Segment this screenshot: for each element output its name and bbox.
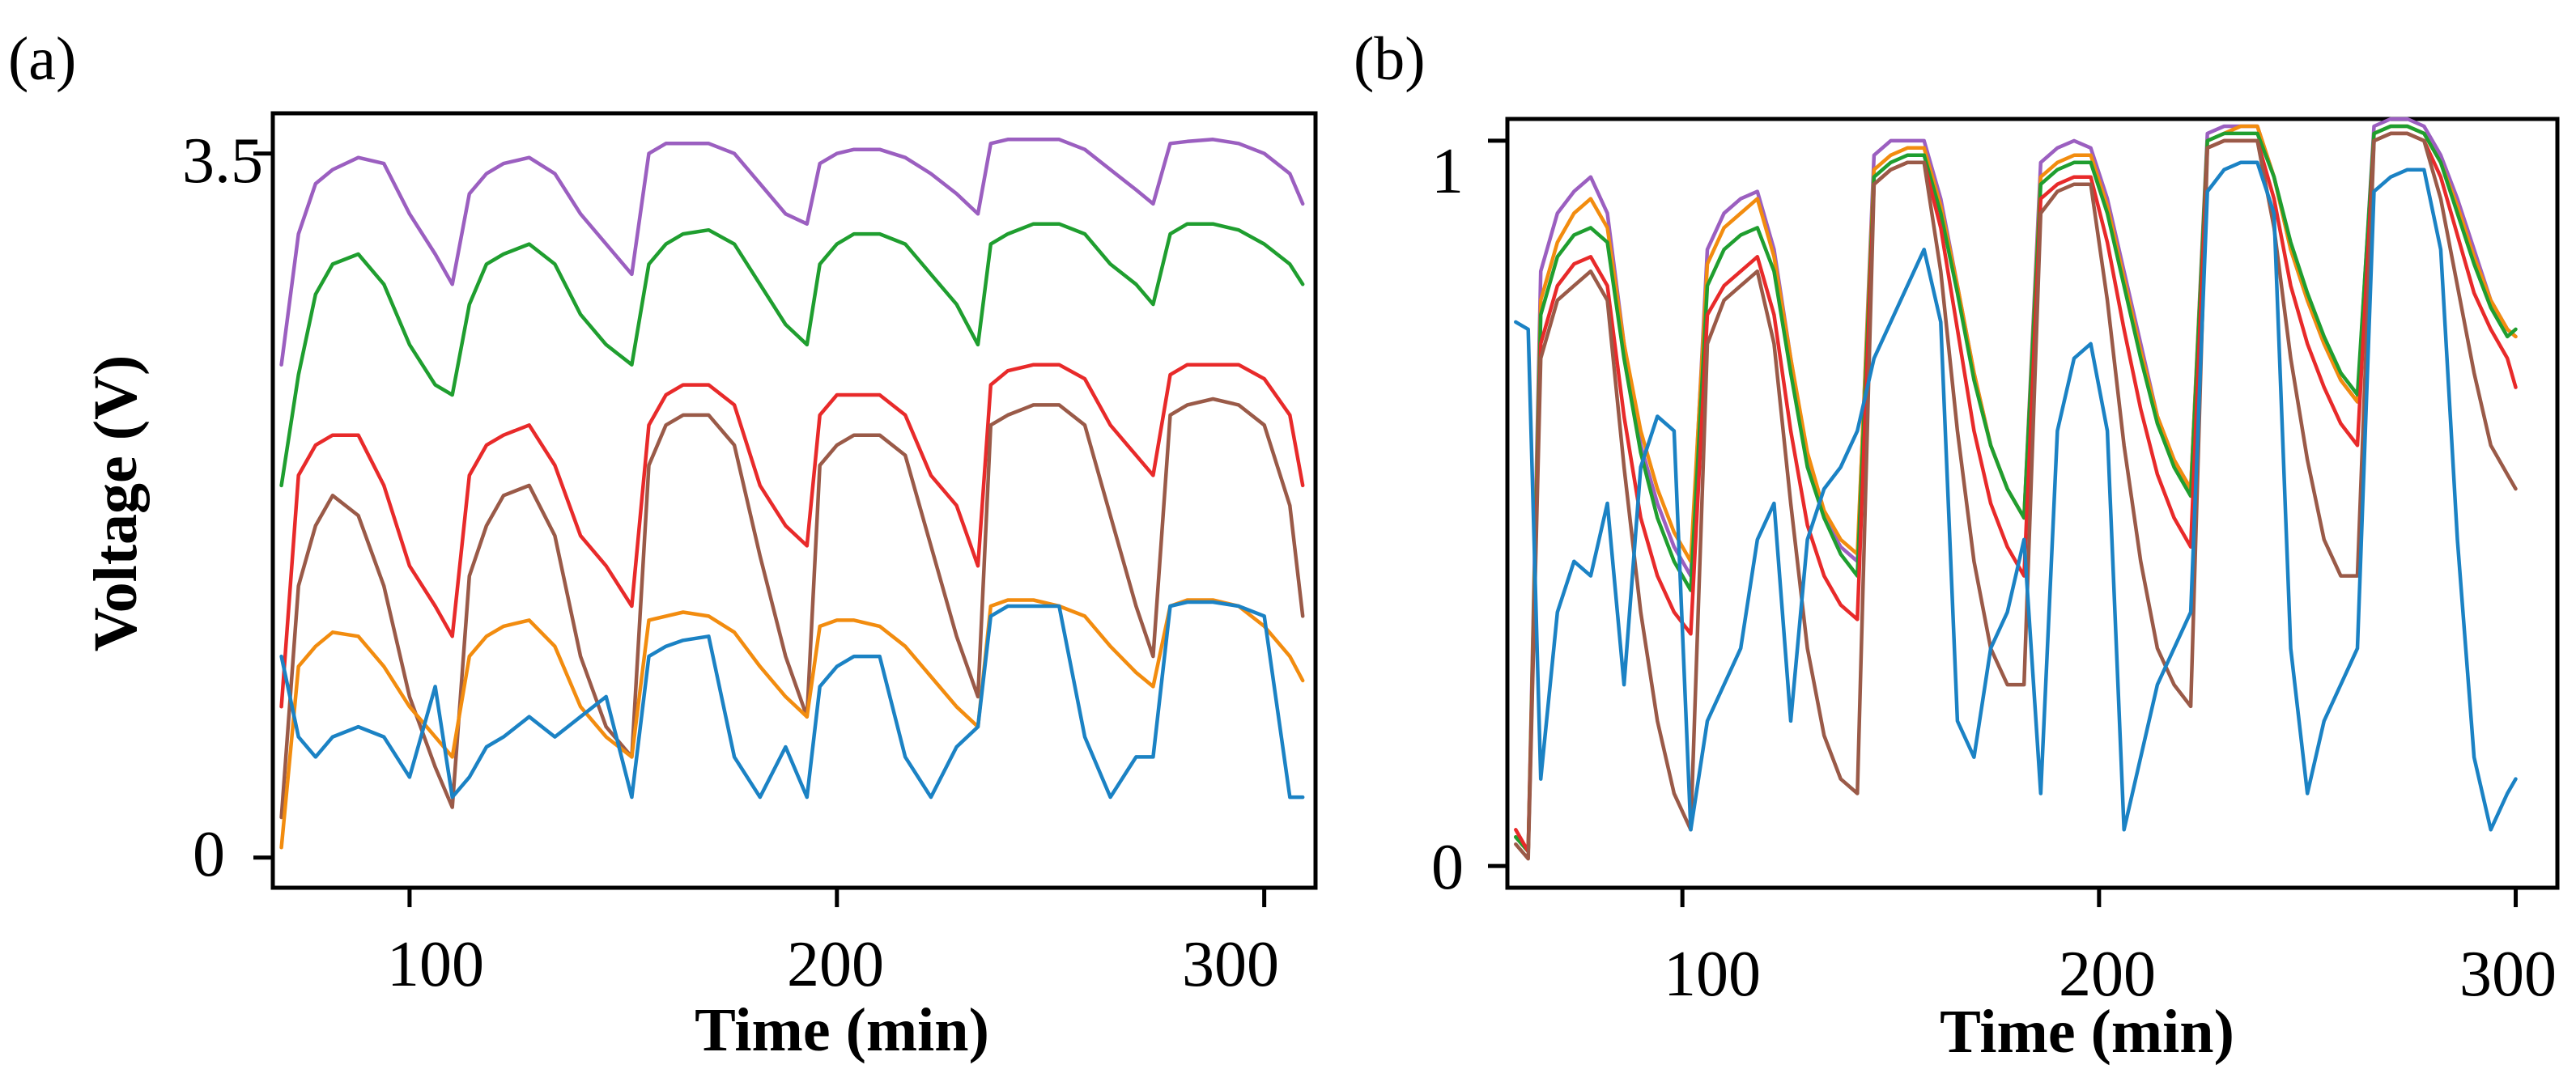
panel-b: (b) 1 0 100 200 300 Time (min) bbox=[1354, 25, 2560, 1066]
x-tick-label-100: 100 bbox=[387, 929, 484, 1000]
panel-label-b: (b) bbox=[1354, 25, 1426, 93]
x-tick-label-100: 100 bbox=[1664, 939, 1761, 1010]
panel-a: (a) 3.5 0 100 200 300 Time (min) Voltage… bbox=[8, 25, 1318, 1064]
series-line-purple bbox=[1514, 117, 2518, 854]
x-axis-title: Time (min) bbox=[1940, 998, 2234, 1066]
panel-b-series-group bbox=[1514, 117, 2518, 861]
x-tick-label-300: 300 bbox=[1182, 929, 1279, 1000]
panel-a-frame bbox=[270, 111, 1318, 890]
series-line-blue bbox=[279, 600, 1305, 800]
y-tick-label-0: 0 bbox=[193, 819, 225, 890]
series-line-brown bbox=[279, 397, 1305, 820]
panel-b-ticks bbox=[1488, 138, 2519, 907]
x-tick-label-200: 200 bbox=[787, 929, 884, 1000]
series-line-red bbox=[1514, 124, 2518, 854]
panel-a-series-group bbox=[279, 138, 1305, 850]
series-line-orange bbox=[279, 598, 1305, 850]
panel-b-frame bbox=[1505, 117, 2560, 890]
y-tick-label-0: 0 bbox=[1431, 832, 1464, 903]
series-line-red bbox=[279, 363, 1305, 709]
panel-a-ticks bbox=[253, 151, 1267, 907]
x-axis-title: Time (min) bbox=[695, 996, 989, 1064]
series-line-blue bbox=[1514, 160, 2518, 832]
panel-label-a: (a) bbox=[8, 25, 76, 93]
y-tick-label-1: 1 bbox=[1431, 136, 1464, 207]
x-tick-label-300: 300 bbox=[2459, 939, 2557, 1010]
y-axis-title: Voltage (V) bbox=[82, 355, 150, 652]
series-line-green bbox=[279, 222, 1305, 488]
x-tick-label-200: 200 bbox=[2059, 939, 2156, 1010]
series-line-purple bbox=[279, 138, 1305, 367]
series-line-brown bbox=[1514, 131, 2518, 854]
series-line-orange bbox=[1514, 131, 2518, 861]
y-tick-label-3-5: 3.5 bbox=[182, 125, 263, 197]
